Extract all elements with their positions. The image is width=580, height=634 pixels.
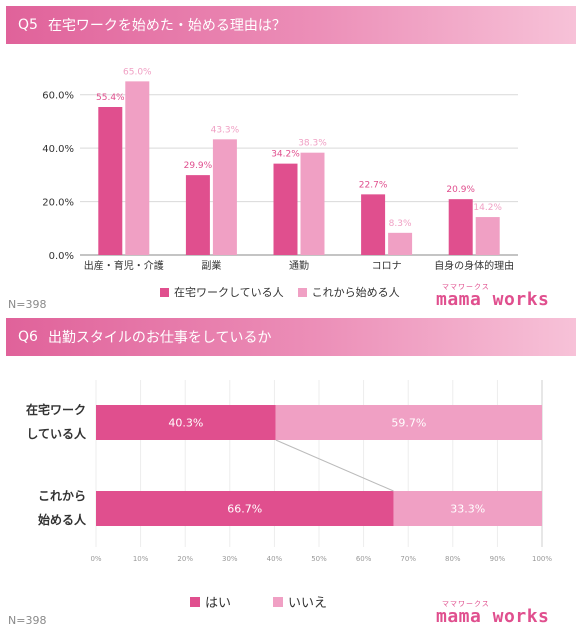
x-tick-label: 10% — [133, 555, 149, 563]
bar-future — [475, 217, 500, 255]
q6-category-label-future-line2: 始める人 — [37, 513, 86, 527]
bar-value-label: 14.2% — [473, 203, 502, 213]
bar-current — [185, 175, 210, 255]
x-tick-label: 40% — [267, 555, 283, 563]
bar-future — [212, 139, 237, 255]
bar-future — [388, 232, 413, 255]
bar-current — [448, 199, 473, 255]
y-tick-label: 0.0% — [49, 251, 74, 262]
stacked-bar-yes — [96, 405, 276, 440]
x-tick-label: 50% — [311, 555, 327, 563]
x-tick-label: 副業 — [201, 259, 221, 272]
bar-future — [125, 81, 150, 255]
q6-title-banner: Q6 出勤スタイルのお仕事をしているか — [6, 318, 576, 356]
bar-value-label: 29.9% — [184, 161, 213, 171]
x-tick-label: 自身の身体的理由 — [434, 259, 514, 272]
bar-value-label: 43.3% — [211, 125, 240, 135]
q5-legend-label-current: 在宅ワークしている人 — [174, 286, 284, 299]
q6-logo-word: mama works — [436, 606, 550, 627]
bar-current — [361, 194, 386, 255]
stacked-bar-value-label: 33.3% — [450, 503, 485, 516]
bar-value-label: 22.7% — [359, 180, 388, 190]
q6-category-label-future-line1: これから — [37, 489, 86, 503]
q6-category-label-current-line1: 在宅ワーク — [25, 403, 86, 417]
q5-legend: 在宅ワークしている人 これから始める人 — [160, 284, 414, 300]
stacked-bar-no — [393, 491, 542, 526]
x-tick-label: 100% — [532, 555, 552, 563]
q6-legend: はい いいえ — [190, 592, 341, 611]
q6-number: Q6 — [18, 329, 38, 345]
q6-legend-swatch-no — [273, 596, 284, 607]
q5-logo-word: mama works — [436, 289, 550, 310]
y-tick-label: 60.0% — [42, 91, 74, 102]
x-tick-label: 70% — [400, 555, 416, 563]
series-connector-line — [275, 439, 394, 492]
q6-sample-size: N=398 — [8, 614, 47, 627]
bar-future — [300, 152, 325, 255]
y-tick-label: 20.0% — [42, 198, 74, 209]
x-tick-label: 通勤 — [289, 259, 309, 272]
x-tick-label: 出産・育児・介護 — [84, 259, 164, 272]
y-tick-label: 40.0% — [42, 144, 74, 155]
stacked-bar-value-label: 59.7% — [391, 417, 426, 430]
stacked-bar-value-label: 40.3% — [168, 417, 203, 430]
q5-legend-swatch-current — [160, 287, 169, 297]
q6-legend-label-yes: はい — [205, 596, 232, 611]
stacked-bar-value-label: 66.7% — [227, 503, 262, 516]
q6-legend-swatch-yes — [190, 596, 200, 607]
x-tick-label: 90% — [490, 555, 506, 563]
q5-legend-item-future: これから始める人 — [297, 284, 400, 300]
q6-category-label-current: 在宅ワーク している人 — [0, 398, 86, 446]
x-tick-label: 30% — [222, 555, 238, 563]
q5-bar-chart: 0.0% 20.0% 40.0% 60.0% 55.4% 65.0% 出産・育児・介護 29.… — [42, 67, 518, 272]
q6-mamaworks-logo: ママワークス mama works — [436, 600, 566, 626]
bar-value-label: 55.4% — [96, 93, 125, 103]
q5-title-banner: Q5 在宅ワークを始めた・始める理由は？ — [6, 6, 576, 44]
q6-legend-item-no: いいえ — [273, 592, 327, 611]
q5-legend-item-current: 在宅ワークしている人 — [160, 284, 284, 300]
bar-value-label: 8.3% — [389, 219, 412, 229]
q5-sample-size: N=398 — [8, 298, 47, 311]
q5-legend-label-future: これから始める人 — [311, 286, 400, 299]
stacked-bar-yes — [96, 491, 394, 526]
q5-legend-swatch-future — [297, 287, 307, 297]
q6-legend-item-yes: はい — [190, 592, 231, 611]
x-tick-label: 20% — [177, 555, 193, 563]
stacked-bar-no — [275, 405, 542, 440]
q6-logo-kana: ママワークス — [442, 600, 490, 608]
x-tick-label: 0% — [90, 555, 101, 563]
q5-mamaworks-logo: ママワークス mama works — [436, 283, 566, 309]
q5-number: Q5 — [18, 17, 38, 33]
bar-value-label: 20.9% — [446, 185, 475, 195]
q6-stacked-bar-chart: 0% 10% 20% 30% 40% 50% 60% 70% 80% 90% 100% 40.3% 59… — [90, 380, 552, 563]
q5-logo-kana: ママワークス — [442, 283, 490, 291]
q6-category-label-current-line2: している人 — [26, 427, 86, 441]
q6-title: 出勤スタイルのお仕事をしているか — [47, 330, 272, 346]
x-tick-label: コロナ — [372, 260, 402, 272]
x-tick-label: 80% — [445, 555, 461, 563]
x-tick-label: 60% — [356, 555, 372, 563]
q5-title: 在宅ワークを始めた・始める理由は？ — [47, 18, 286, 34]
q6-legend-label-no: いいえ — [288, 596, 328, 611]
bar-value-label: 38.3% — [298, 139, 327, 149]
q6-category-label-future: これから 始める人 — [0, 484, 86, 532]
bar-current — [98, 107, 123, 255]
bar-value-label: 65.0% — [123, 67, 152, 77]
bar-current — [273, 163, 298, 255]
bar-value-label: 34.2% — [271, 150, 300, 160]
